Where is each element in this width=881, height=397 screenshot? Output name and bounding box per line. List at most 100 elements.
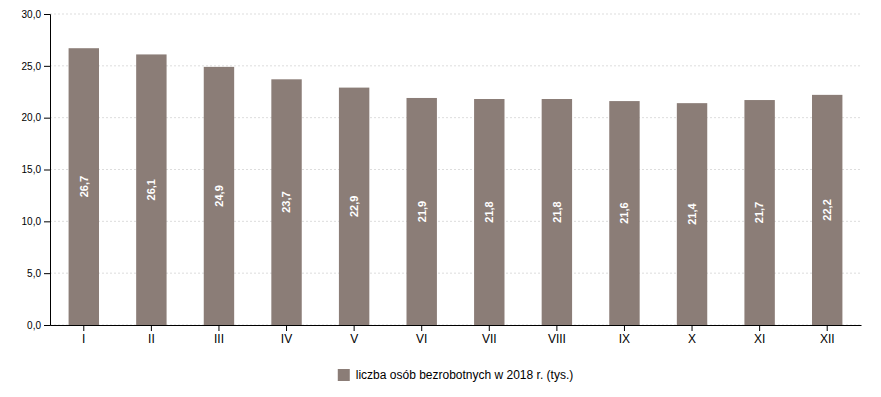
y-tick-label: 20,0 bbox=[22, 112, 42, 123]
plot: 0,0 5,0 10,0 15,0 20,0 25,0 30,0 26,7 26,1 24,9 23… bbox=[22, 9, 862, 346]
x-axis-line bbox=[51, 325, 862, 326]
bar bbox=[271, 79, 301, 325]
x-tick-mark bbox=[83, 325, 84, 331]
x-tick-label: VI bbox=[416, 332, 427, 346]
y-tick-mark bbox=[44, 325, 50, 326]
y-tick: 20,0 bbox=[22, 112, 50, 123]
bar bbox=[204, 67, 234, 325]
bar bbox=[339, 88, 369, 325]
x-tick-label: IV bbox=[281, 332, 292, 346]
bar bbox=[542, 99, 572, 325]
bar bbox=[609, 101, 639, 325]
x-tick-mark bbox=[218, 325, 219, 331]
x-tick: IV bbox=[281, 325, 292, 346]
legend: liczba osób bezrobotnych w 2018 r. (tys.… bbox=[338, 368, 573, 382]
x-tick-label: XII bbox=[820, 332, 835, 346]
x-tick-label: II bbox=[148, 332, 155, 346]
legend-label: liczba osób bezrobotnych w 2018 r. (tys.… bbox=[356, 368, 573, 382]
x-tick: XII bbox=[820, 325, 835, 346]
x-tick: III bbox=[214, 325, 224, 346]
y-axis: 0,0 5,0 10,0 15,0 20,0 25,0 30,0 bbox=[22, 9, 51, 331]
data-label: 22,2 bbox=[821, 199, 833, 220]
x-tick-mark bbox=[624, 325, 625, 331]
bar bbox=[812, 95, 842, 325]
grid-line bbox=[50, 65, 861, 66]
data-labels: 26,7 26,1 24,9 23,7 22,9 21,9 21,8 21,8 21,6 21,4… bbox=[78, 176, 833, 225]
x-tick: I bbox=[82, 325, 85, 346]
y-tick-label: 0,0 bbox=[27, 320, 41, 331]
grid bbox=[50, 14, 861, 325]
data-label: 21,8 bbox=[551, 201, 563, 222]
grid-line bbox=[50, 273, 861, 274]
data-label: 21,4 bbox=[686, 202, 698, 224]
x-tick-mark bbox=[421, 325, 422, 331]
y-tick-label: 10,0 bbox=[22, 216, 42, 227]
x-tick-label: III bbox=[214, 332, 224, 346]
x-axis: IIIIIIIVVVIVIIVIIIIXXXIXII bbox=[51, 325, 862, 346]
x-tick-mark bbox=[556, 325, 557, 331]
y-tick-label: 15,0 bbox=[22, 164, 42, 175]
grid-line bbox=[50, 325, 861, 326]
legend-swatch bbox=[338, 369, 350, 381]
y-tick-mark bbox=[44, 118, 50, 119]
data-label: 23,7 bbox=[280, 191, 292, 212]
x-tick-mark bbox=[151, 325, 152, 331]
y-tick-mark bbox=[44, 170, 50, 171]
x-tick-label: I bbox=[82, 332, 85, 346]
y-tick-mark bbox=[44, 66, 50, 67]
y-tick: 0,0 bbox=[27, 320, 50, 331]
chart: 0,0 5,0 10,0 15,0 20,0 25,0 30,0 26,7 26,1 24,9 23… bbox=[0, 0, 881, 397]
bars bbox=[69, 48, 843, 325]
y-tick-label: 5,0 bbox=[27, 268, 41, 279]
y-tick-label: 30,0 bbox=[22, 9, 42, 20]
y-tick-mark bbox=[44, 221, 50, 222]
grid-line bbox=[50, 117, 861, 118]
y-tick-mark bbox=[44, 14, 50, 15]
grid-line bbox=[50, 221, 861, 222]
x-tick-label: VII bbox=[482, 332, 497, 346]
x-tick: X bbox=[688, 325, 696, 346]
x-tick: XI bbox=[754, 325, 765, 346]
y-tick-mark bbox=[44, 273, 50, 274]
x-tick-mark bbox=[489, 325, 490, 331]
x-tick: IX bbox=[619, 325, 630, 346]
x-tick-mark bbox=[354, 325, 355, 331]
x-tick: V bbox=[350, 325, 358, 346]
x-tick-label: IX bbox=[619, 332, 630, 346]
y-tick: 10,0 bbox=[22, 216, 50, 227]
bar bbox=[677, 103, 707, 325]
x-tick-mark bbox=[759, 325, 760, 331]
x-tick-label: VIII bbox=[548, 332, 566, 346]
grid-line bbox=[50, 169, 861, 170]
y-axis-line bbox=[44, 15, 51, 326]
x-tick-mark bbox=[827, 325, 828, 331]
x-tick: VII bbox=[482, 325, 497, 346]
y-tick: 30,0 bbox=[22, 9, 50, 20]
data-label: 26,1 bbox=[145, 179, 157, 200]
data-label: 22,9 bbox=[348, 196, 360, 217]
x-tick-label: V bbox=[350, 332, 358, 346]
data-label: 21,8 bbox=[483, 201, 495, 222]
legend-item: liczba osób bezrobotnych w 2018 r. (tys.… bbox=[338, 368, 573, 382]
x-tick-label: XI bbox=[754, 332, 765, 346]
data-label: 21,6 bbox=[618, 202, 630, 223]
bar bbox=[69, 48, 99, 325]
y-tick: 25,0 bbox=[22, 61, 50, 72]
x-tick-mark bbox=[286, 325, 287, 331]
x-tick: II bbox=[148, 325, 155, 346]
y-tick: 5,0 bbox=[27, 268, 50, 279]
y-tick-label: 25,0 bbox=[22, 61, 42, 72]
bar bbox=[744, 100, 774, 325]
bar bbox=[136, 54, 166, 325]
x-tick-label: X bbox=[688, 332, 696, 346]
data-label: 21,9 bbox=[416, 201, 428, 222]
x-tick-mark bbox=[692, 325, 693, 331]
bar bbox=[474, 99, 504, 325]
bar bbox=[407, 98, 437, 325]
data-label: 26,7 bbox=[78, 176, 90, 197]
grid-line bbox=[50, 14, 861, 15]
x-tick: VI bbox=[416, 325, 427, 346]
data-label: 24,9 bbox=[213, 185, 225, 206]
data-label: 21,7 bbox=[753, 202, 765, 223]
x-tick: VIII bbox=[548, 325, 566, 346]
